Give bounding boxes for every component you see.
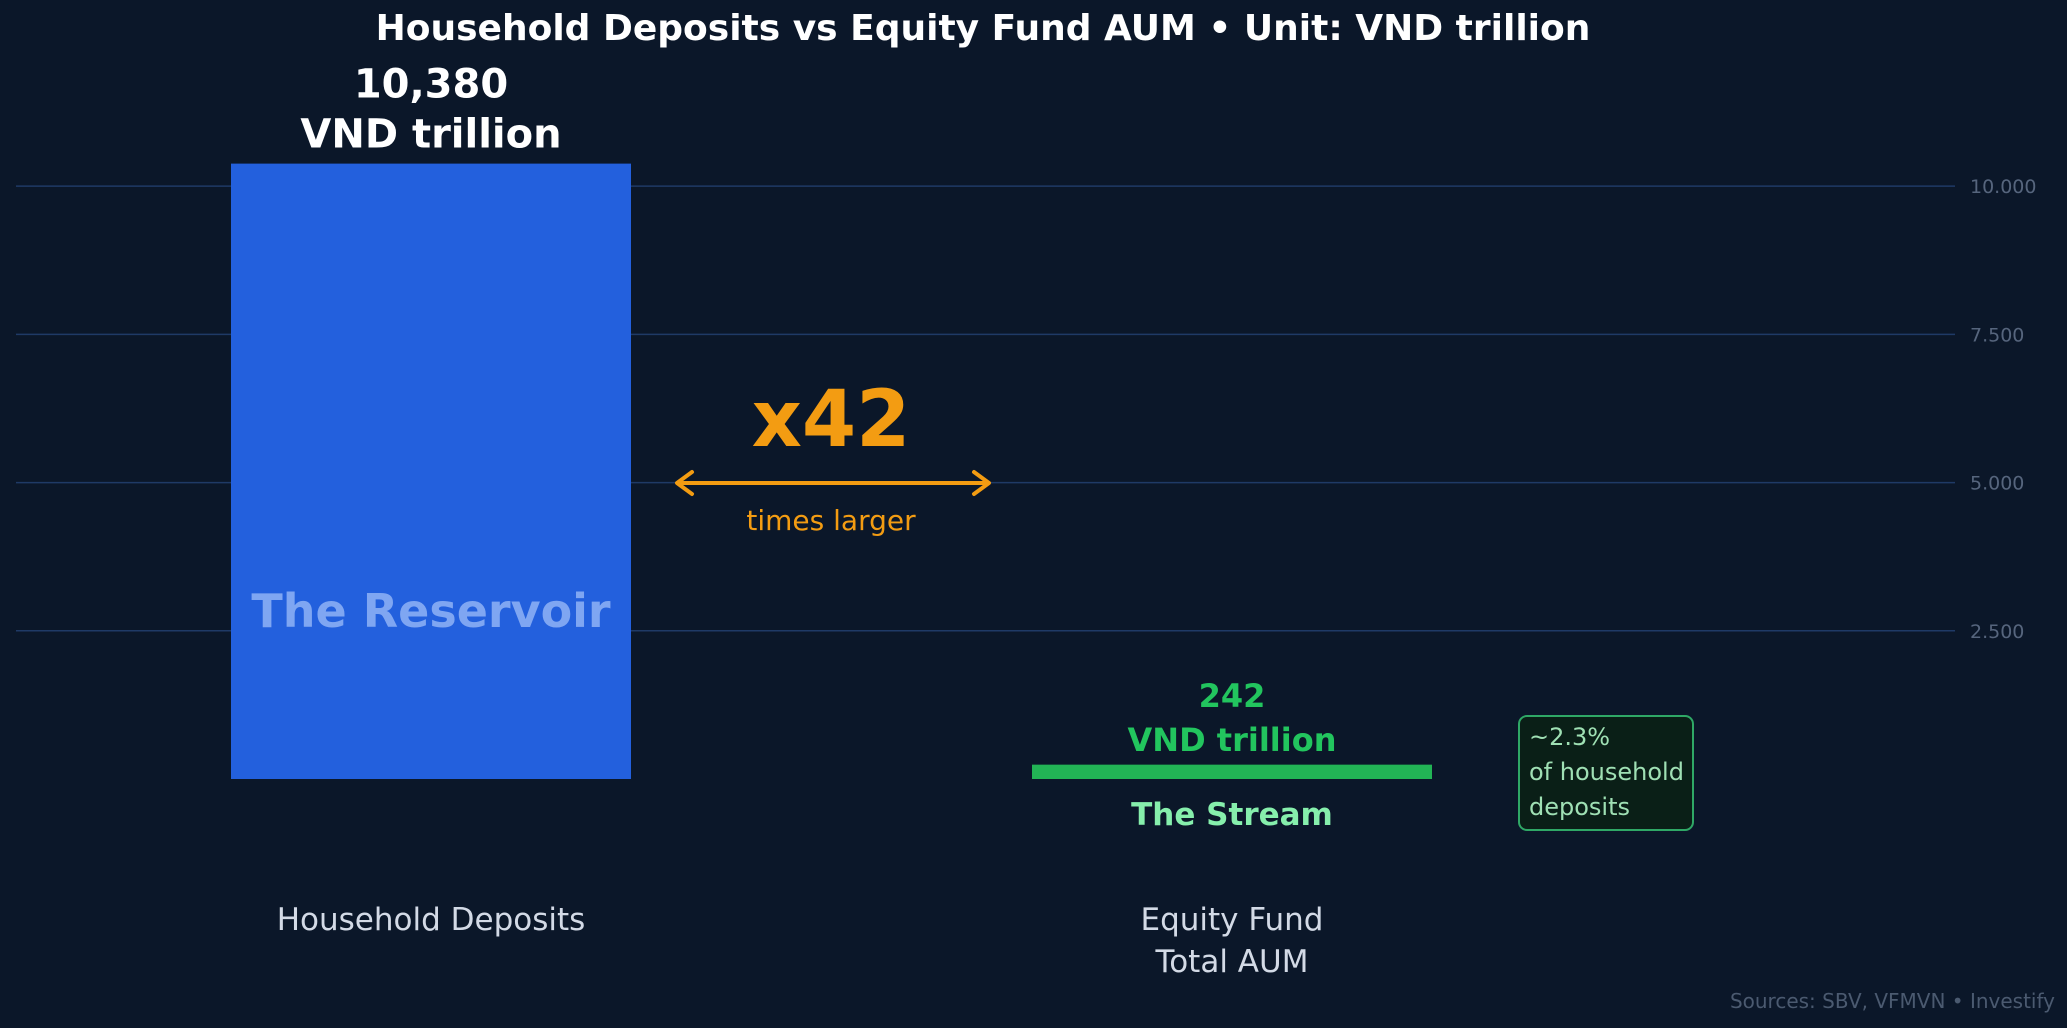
arrow-left-head: [675, 470, 694, 496]
bar-household-deposits: [231, 163, 631, 780]
share-note-text: ~2.3%: [1529, 723, 1610, 751]
y-tick-label: 5.000: [1970, 473, 2024, 495]
y-tick-label: 2.500: [1970, 621, 2024, 643]
value-label-unit: VND trillion: [1128, 721, 1337, 759]
multiplier-label: x42: [752, 375, 911, 465]
y-tick-label: 10.000: [1970, 176, 2036, 198]
share-note-text: deposits: [1529, 793, 1630, 821]
source-note: Sources: SBV, VFMVN • Investify: [1730, 989, 2055, 1013]
bar-equity-fund-aum: [1032, 764, 1432, 779]
y-tick-label: 7.500: [1970, 324, 2024, 346]
value-label-amount: 10,380: [354, 62, 508, 108]
chart-title: Household Deposits vs Equity Fund AUM • …: [376, 8, 1591, 49]
share-note-box: [1518, 715, 1694, 831]
x-category-label: Total AUM: [1155, 944, 1309, 980]
value-label-amount: 242: [1199, 677, 1266, 715]
bar-stream-label: The Stream: [1131, 797, 1333, 833]
arrow-right-head: [972, 470, 991, 496]
value-label-unit: VND trillion: [300, 112, 561, 158]
multiplier-subtitle: times larger: [746, 504, 916, 537]
x-category-label: Equity Fund: [1141, 902, 1324, 938]
share-note-text: of household: [1529, 758, 1684, 786]
x-category-label: Household Deposits: [277, 902, 586, 938]
bar-inner-label: The Reservoir: [251, 584, 611, 638]
